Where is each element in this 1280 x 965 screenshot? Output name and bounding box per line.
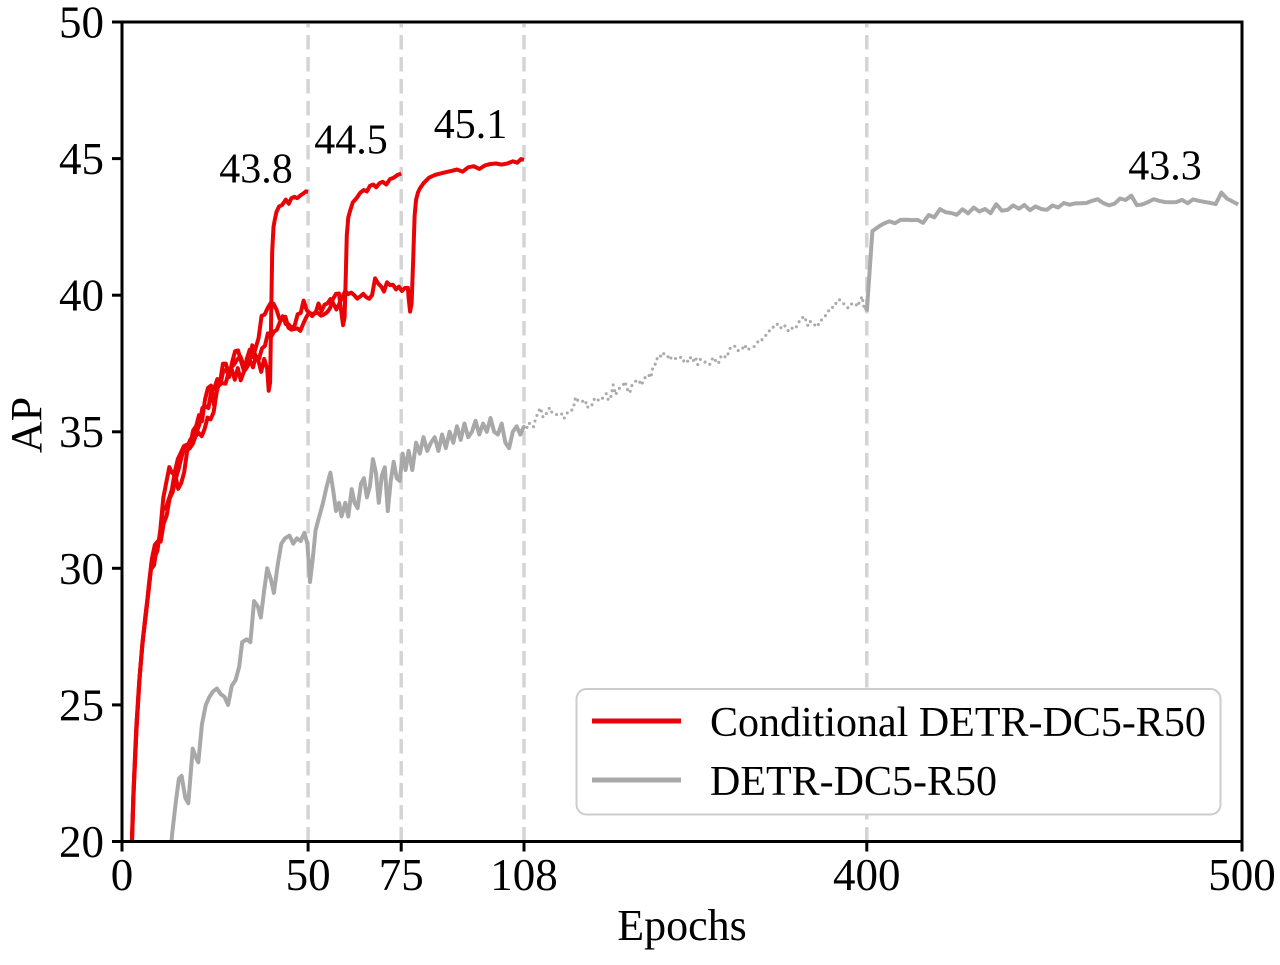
svg-text:45: 45 — [59, 134, 104, 184]
svg-text:45.1: 45.1 — [434, 102, 508, 148]
svg-text:DETR-DC5-R50: DETR-DC5-R50 — [710, 759, 997, 805]
svg-text:35: 35 — [59, 407, 104, 457]
svg-text:Epochs: Epochs — [617, 901, 747, 950]
svg-text:500: 500 — [1208, 850, 1276, 900]
svg-text:50: 50 — [286, 850, 331, 900]
svg-text:25: 25 — [59, 680, 104, 730]
svg-text:20: 20 — [59, 817, 104, 867]
svg-text:50: 50 — [59, 0, 104, 48]
svg-text:108: 108 — [490, 850, 558, 900]
svg-text:Conditional DETR-DC5-R50: Conditional DETR-DC5-R50 — [710, 700, 1206, 746]
svg-text:75: 75 — [379, 850, 424, 900]
svg-text:400: 400 — [833, 850, 901, 900]
svg-text:30: 30 — [59, 544, 104, 594]
svg-text:0: 0 — [111, 850, 134, 900]
svg-text:AP: AP — [2, 397, 51, 453]
svg-text:44.5: 44.5 — [314, 118, 388, 164]
svg-text:40: 40 — [59, 271, 104, 321]
svg-text:43.3: 43.3 — [1128, 143, 1202, 189]
svg-text:43.8: 43.8 — [219, 147, 293, 193]
